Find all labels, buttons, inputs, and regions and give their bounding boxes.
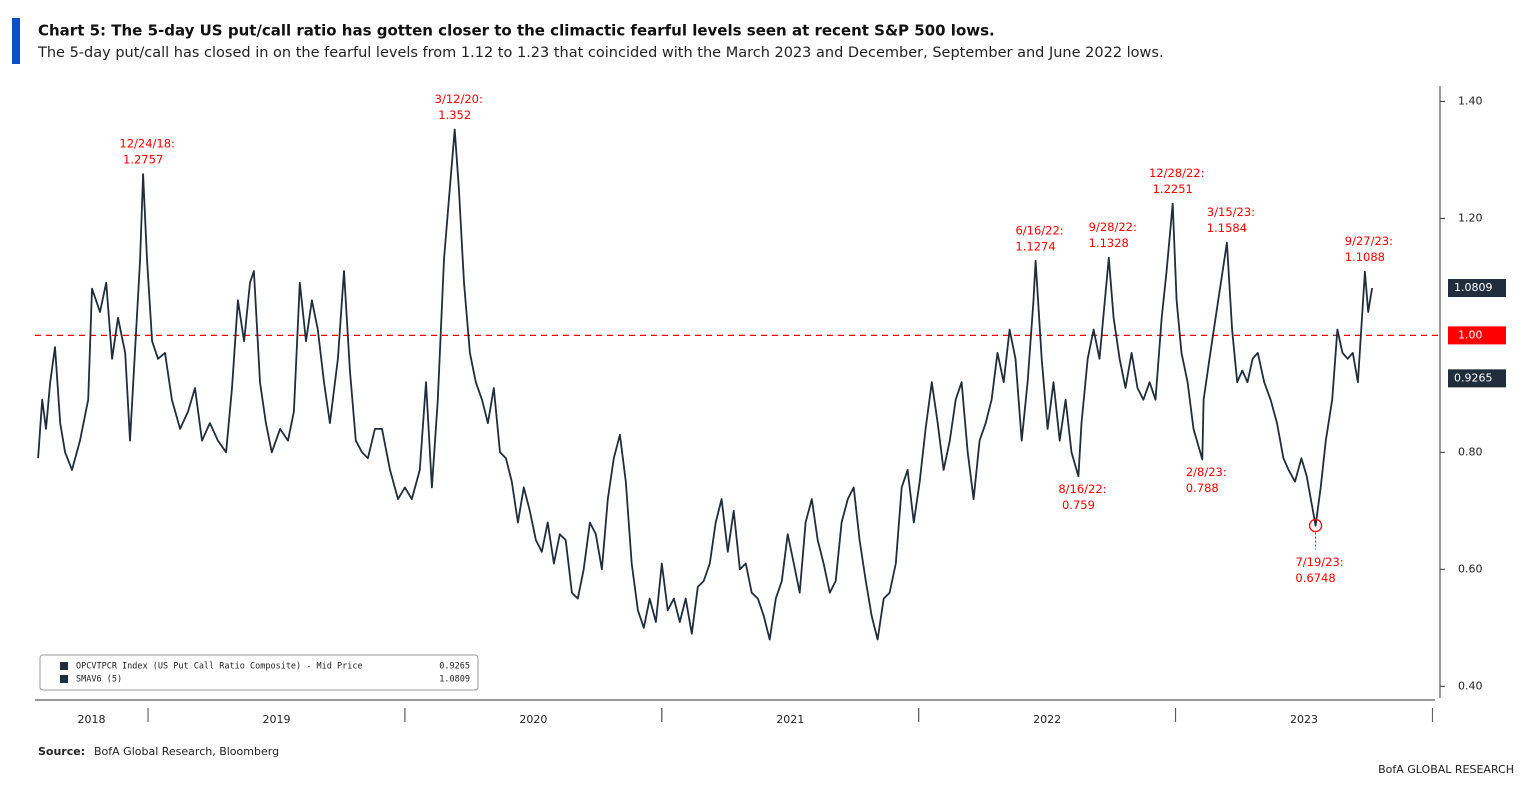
legend-value: 1.0809 (439, 675, 470, 685)
annotation-date: 2/8/23: (1186, 465, 1227, 479)
y-tick-label: 1.20 (1458, 211, 1483, 224)
source: BofA Global Research, Bloomberg (94, 745, 279, 758)
y-tick-label: 0.60 (1458, 562, 1483, 575)
annotation-value: 1.1274 (1015, 239, 1055, 253)
annotation-value: 1.2757 (123, 153, 163, 167)
last-value-tag (1448, 279, 1506, 298)
annotation-value: 0.759 (1062, 498, 1095, 512)
annotation-value: 1.352 (438, 108, 471, 122)
last-value-label: 0.9265 (1454, 371, 1493, 384)
x-tick-label: 2022 (1033, 713, 1061, 726)
legend-swatch (60, 662, 68, 670)
annotation-date: 8/16/22: (1058, 482, 1106, 496)
chart-title: Chart 5: The 5-day US put/call ratio has… (38, 22, 995, 40)
annotation-date: 9/27/23: (1345, 234, 1393, 248)
annotation-date: 3/12/20: (435, 92, 483, 106)
annotation-value: 0.6748 (1295, 571, 1335, 585)
annotation-date: 3/15/23: (1207, 205, 1255, 219)
y-tick-label: 0.80 (1458, 445, 1483, 458)
x-tick-label: 2018 (78, 713, 106, 726)
reference-label: 1.00 (1458, 328, 1483, 341)
source-label: Source: (38, 745, 85, 758)
legend-name: OPCVTPCR Index (US Put Call Ratio Compos… (76, 662, 363, 672)
last-value-tag (1448, 369, 1506, 388)
x-tick-label: 2023 (1290, 713, 1318, 726)
y-tick-label: 0.40 (1458, 679, 1483, 692)
last-value-label: 1.0809 (1454, 281, 1493, 294)
annotation-date: 9/28/22: (1089, 220, 1137, 234)
x-tick-label: 2021 (776, 713, 804, 726)
annotation-marker (1308, 518, 1323, 533)
series-line (37, 128, 1373, 641)
y-tick-label: 1.40 (1458, 94, 1483, 107)
reference-tag (1448, 326, 1506, 345)
footer: BofA GLOBAL RESEARCH (1378, 763, 1514, 776)
legend-name: SMAV6 (5) (76, 675, 122, 685)
annotation-value: 1.1088 (1345, 250, 1385, 264)
x-tick-label: 2019 (262, 713, 290, 726)
annotation-value: 1.1584 (1207, 221, 1247, 235)
title-bar (12, 18, 20, 64)
annotation-value: 1.2251 (1153, 182, 1193, 196)
annotation-date: 6/16/22: (1015, 223, 1063, 237)
chart-subtitle: The 5-day put/call has closed in on the … (37, 45, 1164, 61)
x-tick-label: 2020 (519, 713, 547, 726)
legend-value: 0.9265 (439, 662, 470, 672)
annotation-value: 1.1328 (1089, 236, 1129, 250)
annotation-date: 7/19/23: (1295, 555, 1343, 569)
legend-swatch (60, 675, 68, 683)
annotation-value: 0.788 (1186, 481, 1219, 495)
annotation-date: 12/24/18: (119, 137, 175, 151)
legend-box (39, 654, 479, 691)
annotation-date: 12/28/22: (1149, 166, 1205, 180)
